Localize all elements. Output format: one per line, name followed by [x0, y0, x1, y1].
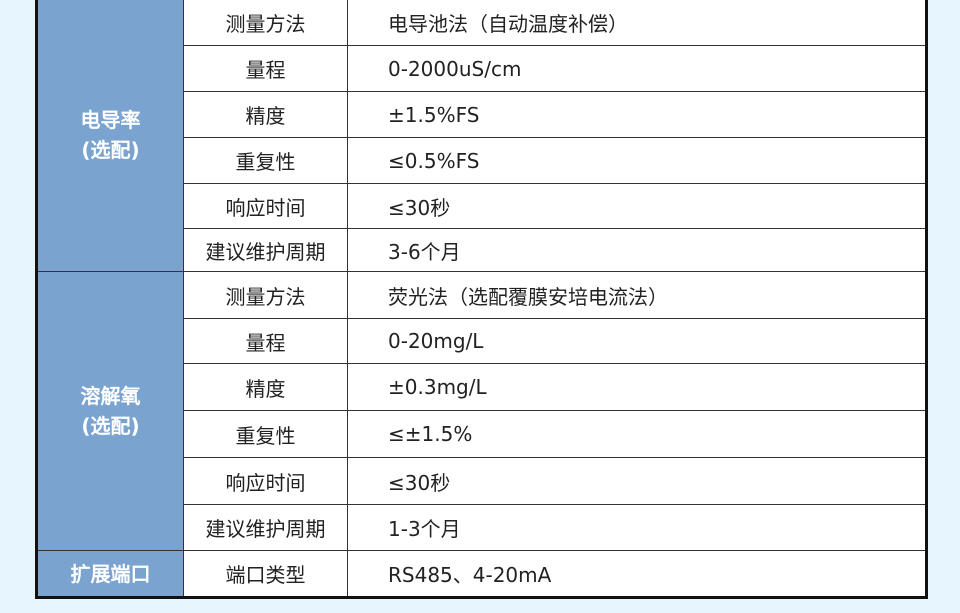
category-cell: 扩展端口: [36, 550, 184, 598]
param-name: 量程: [183, 45, 348, 92]
param-name: 端口类型: [183, 550, 348, 598]
param-value: 电导池法（自动温度补偿）: [347, 0, 927, 46]
param-name: 重复性: [183, 137, 348, 184]
param-name: 响应时间: [183, 457, 348, 505]
param-name: 量程: [183, 318, 348, 364]
param-name: 测量方法: [183, 271, 348, 319]
param-name: 建议维护周期: [183, 504, 348, 551]
table-row: 电导率 (选配) 测量方法 电导池法（自动温度补偿）: [36, 0, 927, 272]
param-name: 响应时间: [183, 183, 348, 229]
category-cell: 电导率 (选配): [36, 0, 184, 272]
param-value: ±0.3mg/L: [347, 363, 927, 411]
table-row: 量程 0-2000uS/cm: [37, 45, 927, 92]
param-value: 荧光法（选配覆膜安培电流法）: [347, 271, 927, 319]
category-label: 电导率: [80, 108, 141, 132]
param-value: RS485、4-20mA: [347, 550, 927, 598]
table-row: 精度 ±0.3mg/L: [37, 363, 927, 411]
param-value: ≤30秒: [347, 183, 927, 229]
category-label: 扩展端口: [70, 561, 151, 586]
param-name: 精度: [183, 363, 348, 411]
param-name: 建议维护周期: [183, 228, 348, 272]
param-value: 0-2000uS/cm: [347, 45, 927, 92]
category-label: (选配): [81, 414, 140, 438]
table-row: 重复性 ≤0.5%FS: [37, 137, 927, 184]
table-row: 建议维护周期 1-3个月: [37, 504, 927, 551]
table-row: 重复性 ≤±1.5%: [37, 410, 927, 458]
param-value: 0-20mg/L: [347, 318, 927, 364]
table-row: 溶解氧 (选配) 测量方法 荧光法（选配覆膜安培电流法）: [36, 271, 927, 551]
param-value: ≤±1.5%: [347, 410, 927, 458]
param-name: 重复性: [183, 410, 348, 458]
table-row: 量程 0-20mg/L: [37, 318, 927, 364]
category-cell: 溶解氧 (选配): [36, 271, 184, 551]
param-name: 精度: [183, 91, 348, 138]
category-label: (选配): [81, 138, 140, 162]
category-label: 溶解氧: [80, 384, 141, 408]
param-value: ≤0.5%FS: [347, 137, 927, 184]
table-row: 扩展端口 端口类型 RS485、4-20mA: [36, 550, 927, 598]
table-row: 响应时间 ≤30秒: [37, 457, 927, 505]
table-row: 建议维护周期 3-6个月: [37, 228, 927, 272]
param-name: 测量方法: [183, 0, 348, 46]
param-value: ±1.5%FS: [347, 91, 927, 138]
param-value: 3-6个月: [347, 228, 927, 272]
param-value: ≤30秒: [347, 457, 927, 505]
param-value: 1-3个月: [347, 504, 927, 551]
spec-table: 电导率 (选配) 测量方法 电导池法（自动温度补偿） 量程 0-2000uS/cm 精度 ±1…: [35, 0, 928, 599]
